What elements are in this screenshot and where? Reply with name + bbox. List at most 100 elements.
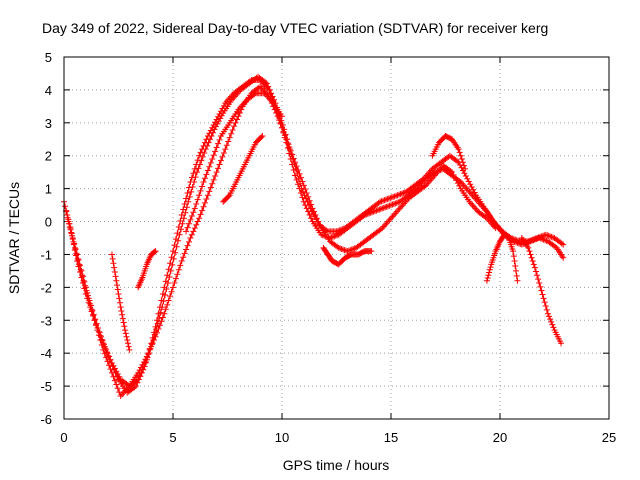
data-point	[114, 286, 121, 293]
data-point	[124, 337, 131, 344]
data-point	[91, 317, 98, 324]
data-point	[191, 179, 198, 186]
data-point	[215, 118, 222, 125]
data-point	[162, 292, 169, 299]
data-point	[215, 140, 222, 147]
data-point	[468, 183, 475, 190]
data-point	[199, 207, 206, 214]
data-point	[340, 246, 347, 253]
data-point	[209, 129, 216, 136]
data-point	[225, 193, 232, 200]
data-point	[231, 123, 238, 130]
data-point	[531, 236, 538, 243]
data-point	[138, 364, 145, 371]
data-point	[164, 301, 171, 308]
data-point	[160, 298, 167, 305]
data-point	[392, 200, 399, 207]
data-point	[535, 276, 542, 283]
data-point	[175, 266, 182, 273]
data-point	[510, 253, 517, 260]
y-tick-label: 0	[45, 215, 52, 230]
data-point	[540, 236, 547, 243]
data-point	[515, 237, 522, 244]
data-point	[486, 269, 493, 276]
data-point	[545, 232, 552, 239]
data-point	[181, 200, 188, 207]
data-point	[310, 208, 317, 215]
data-point	[283, 136, 290, 143]
data-point	[193, 221, 200, 228]
data-point	[512, 267, 519, 274]
data-point	[185, 238, 192, 245]
data-point	[393, 199, 400, 206]
data-point	[546, 313, 553, 320]
data-point	[284, 140, 291, 147]
data-point	[66, 224, 73, 231]
data-point	[207, 136, 214, 143]
data-point	[191, 225, 198, 232]
data-point	[135, 376, 142, 383]
x-tick-label: 15	[384, 430, 398, 445]
data-point	[205, 139, 212, 146]
y-tick-label: 3	[45, 116, 52, 131]
series-track-i	[483, 231, 521, 284]
data-point	[126, 346, 133, 353]
data-point	[122, 327, 129, 334]
data-point	[204, 192, 211, 199]
data-point	[485, 272, 492, 279]
x-tick-label: 25	[602, 430, 616, 445]
data-point	[207, 184, 214, 191]
data-point	[299, 178, 306, 185]
data-point	[255, 84, 262, 91]
data-point	[97, 337, 104, 344]
data-point	[165, 297, 172, 304]
data-point	[455, 146, 462, 153]
data-point	[286, 143, 293, 150]
data-point	[388, 194, 395, 201]
data-point	[64, 214, 71, 221]
data-point	[206, 163, 213, 170]
data-point	[332, 232, 339, 239]
data-point	[107, 366, 114, 373]
data-point	[461, 162, 468, 169]
data-point	[198, 157, 205, 164]
data-point	[386, 202, 393, 209]
data-point	[538, 287, 545, 294]
series-track-d	[183, 90, 285, 235]
data-point	[156, 322, 163, 329]
data-point	[188, 174, 195, 181]
data-point	[194, 196, 201, 203]
data-point	[560, 241, 567, 248]
data-point	[125, 343, 132, 350]
data-point	[215, 165, 222, 172]
data-point	[532, 235, 539, 242]
y-tick-label: -5	[40, 379, 52, 394]
data-point	[75, 256, 82, 263]
data-point	[290, 155, 297, 162]
data-point	[92, 322, 99, 329]
data-point	[378, 198, 385, 205]
data-point	[316, 221, 323, 228]
y-tick-label: 1	[45, 182, 52, 197]
data-point	[385, 195, 392, 202]
data-point	[397, 191, 404, 198]
data-point	[339, 226, 346, 233]
data-point	[218, 112, 225, 119]
data-point	[182, 209, 189, 216]
data-point	[146, 346, 153, 353]
data-point	[382, 204, 389, 211]
data-point	[263, 80, 270, 87]
data-point	[336, 227, 343, 234]
data-point	[305, 208, 312, 215]
x-tick-label: 5	[169, 430, 176, 445]
data-point	[300, 182, 307, 189]
data-point	[136, 367, 143, 374]
data-point	[535, 234, 542, 241]
data-point	[131, 384, 138, 391]
data-point	[277, 120, 284, 127]
data-point	[467, 181, 474, 188]
data-point	[368, 248, 375, 255]
data-point	[151, 337, 158, 344]
data-point	[484, 275, 491, 282]
data-point	[456, 149, 463, 156]
